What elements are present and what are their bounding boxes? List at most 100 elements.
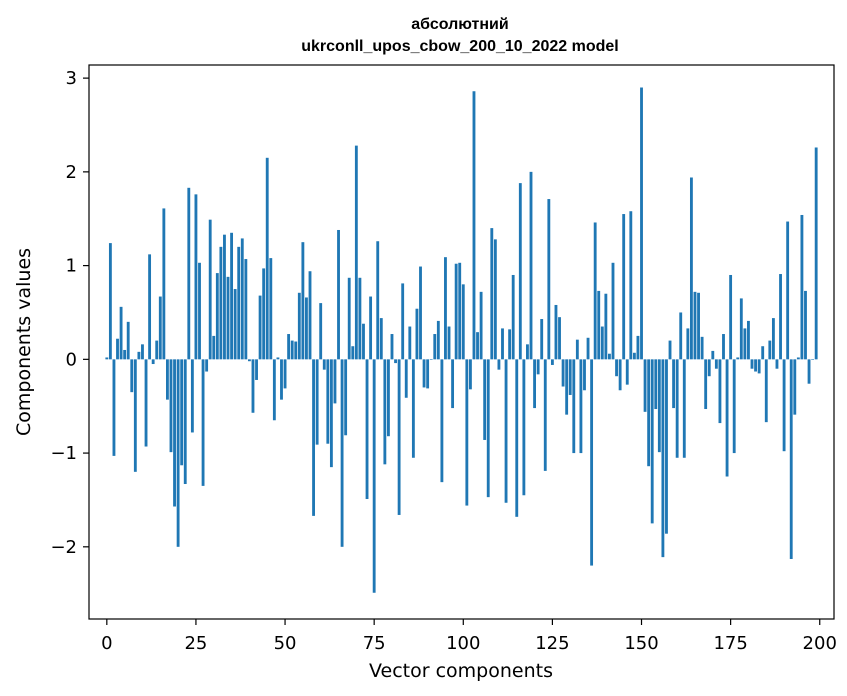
bar [586,337,590,360]
bar [526,344,529,360]
bar [262,268,266,360]
x-tick-label: 175 [713,633,747,654]
bar [600,326,604,360]
bar [411,359,415,458]
bar [358,277,362,360]
bar [461,284,465,360]
bar [258,295,262,360]
bar [593,222,597,360]
bar [550,359,554,365]
bar [126,321,130,360]
bar [397,359,401,515]
bar [166,359,169,400]
bar [640,87,643,360]
bar [565,359,569,415]
bar [811,359,815,360]
bars-group [105,87,818,593]
bar [187,187,191,360]
bar [436,320,440,360]
bar [575,339,579,360]
bar [501,328,504,360]
x-tick-label: 150 [624,633,658,654]
bar [123,349,127,360]
bar [280,359,283,400]
bar [476,332,479,360]
bar [682,359,686,458]
bar [675,359,679,458]
bar [540,319,544,360]
bar [800,214,804,360]
bar [654,359,658,410]
bar [493,239,497,360]
bar [301,242,305,360]
bar [180,359,184,466]
bar [782,359,786,452]
bar [255,359,258,380]
chart-title-line1: абсолютний [411,16,508,33]
bar [718,359,722,424]
x-tick-label: 50 [274,633,297,654]
bar [714,359,718,369]
bar [130,359,134,393]
bar [379,318,383,360]
bar [272,359,276,421]
bar [747,320,750,360]
bar [158,296,162,360]
bar [440,359,444,483]
bar [508,329,512,360]
bar [369,296,373,360]
bar [240,238,244,360]
bar [141,344,144,360]
y-tick-label: 0 [66,349,77,370]
bar [116,338,119,360]
bar [333,359,337,404]
bar [779,274,782,360]
bar [108,243,112,360]
x-tick-label: 200 [803,633,837,654]
bar [112,359,116,456]
bar [561,359,565,387]
bar [401,283,405,360]
bar [511,274,515,360]
bar [764,359,768,423]
bar [233,289,237,360]
x-axis-label: Vector components [369,660,553,682]
bar [807,359,811,384]
y-tick-label: −2 [50,537,77,558]
bar [490,228,494,360]
bar [429,359,433,360]
bar [483,359,487,440]
bar [173,359,176,507]
bar [404,359,408,398]
y-axis-ticks: −2 −1 0 1 2 3 [50,68,89,558]
bar [176,359,180,547]
chart-title-line2: ukrconll_upos_cbow_200_10_2022 model [301,38,618,55]
bar [789,359,793,559]
bar [732,359,736,454]
bar [383,359,387,465]
bar [529,171,533,360]
bar [451,359,455,409]
bar [212,335,216,360]
bar [650,359,654,524]
bar [347,277,351,360]
bar [533,359,536,409]
y-tick-label: 2 [66,162,77,183]
bar [579,359,583,454]
bar [362,323,365,360]
bar [394,359,397,364]
bar [554,304,558,360]
bar [390,334,394,360]
bar [376,241,380,360]
bar [583,359,586,391]
bar [415,308,419,360]
bar [672,359,676,409]
bar [611,262,615,360]
bar [761,346,765,360]
bar [722,334,725,360]
bar [319,303,323,360]
bar [504,359,508,503]
bar [736,357,740,360]
bar [625,359,629,385]
bar [454,263,458,360]
